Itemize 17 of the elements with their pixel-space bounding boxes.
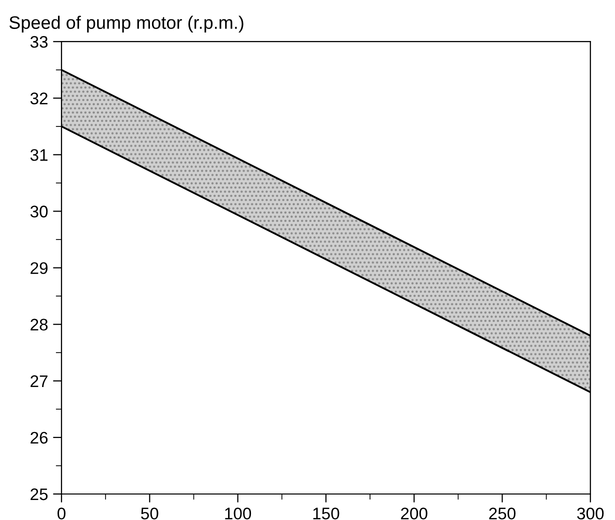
x-tick-label: 300 (577, 508, 604, 520)
x-tick-label: 150 (313, 508, 340, 520)
y-tick-label: 32 (30, 92, 48, 104)
y-tick-label: 28 (30, 318, 48, 331)
x-tick-label: 50 (141, 508, 158, 520)
y-tick-label: 26 (30, 432, 48, 444)
y-axis-title: Speed of pump motor (r.p.m.) (9, 16, 244, 33)
y-tick-label: 29 (30, 262, 48, 274)
x-tick-label: 0 (58, 508, 66, 520)
y-tick-label: 31 (30, 149, 48, 161)
x-tick-label: 100 (225, 508, 252, 520)
x-tick-label: 250 (489, 508, 516, 520)
x-tick-label: 200 (401, 508, 428, 520)
y-tick-label: 27 (30, 375, 48, 387)
y-tick-label: 25 (30, 488, 48, 500)
y-tick-label: 30 (30, 206, 48, 218)
y-tick-label: 33 (30, 36, 48, 48)
